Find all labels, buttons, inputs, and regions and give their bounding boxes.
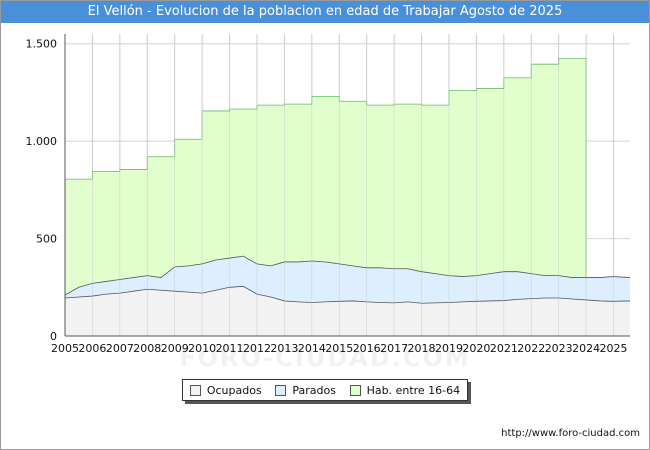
x-tick-label-2015: 2015 [325, 342, 353, 355]
legend-label-habitantes: Hab. entre 16-64 [366, 383, 461, 397]
series-area-ocupados [65, 286, 630, 336]
watermark: FORO-CIUDAD.COM [179, 344, 471, 372]
x-tick-label-2014: 2014 [298, 342, 326, 355]
legend-swatch-parados [275, 384, 287, 396]
x-tick-label-2011: 2011 [216, 342, 244, 355]
source-url: http://www.foro-ciudad.com [501, 428, 640, 439]
x-tick-label-2020: 2020 [462, 342, 490, 355]
x-tick-label-2016: 2016 [353, 342, 381, 355]
legend-label-parados: Parados [292, 383, 336, 397]
y-tick-label-2: 1.000 [26, 135, 58, 148]
axes [64, 34, 630, 337]
series-areas [64, 34, 631, 337]
x-tick-label-2005: 2005 [51, 342, 79, 355]
x-tick-label-2013: 2013 [270, 342, 298, 355]
series-line-parados [64, 255, 631, 296]
legend-swatch-ocupados [189, 384, 201, 396]
y-axis-ticks: 0 500 1.000 1.500 [26, 38, 58, 343]
x-tick-label-2010: 2010 [188, 342, 216, 355]
x-tick-label-2019: 2019 [435, 342, 463, 355]
x-tick-label-2017: 2017 [380, 342, 408, 355]
x-tick-label-2023: 2023 [545, 342, 573, 355]
x-tick-label-2008: 2008 [133, 342, 161, 355]
x-tick-label-2007: 2007 [106, 342, 134, 355]
legend-item-habitantes: Hab. entre 16-64 [349, 383, 461, 397]
x-tick-label-2012: 2012 [243, 342, 271, 355]
x-tick-label-2025: 2025 [600, 342, 628, 355]
legend-swatch-habitantes [349, 384, 361, 396]
chart-title: El Vellón - Evolucion de la poblacion en… [1, 1, 649, 23]
legend-item-parados: Parados [275, 384, 336, 397]
legend: Ocupados Parados Hab. entre 16-64 [182, 379, 468, 401]
x-tick-label-2024: 2024 [572, 342, 600, 355]
x-tick-label-2018: 2018 [408, 342, 436, 355]
x-tick-label-2021: 2021 [490, 342, 518, 355]
y-tick-label-3: 1.500 [26, 38, 58, 51]
legend-item-ocupados: Ocupados [189, 383, 262, 397]
legend-label-ocupados: Ocupados [206, 383, 262, 397]
x-tick-label-2006: 2006 [78, 342, 106, 355]
x-tick-label-2009: 2009 [161, 342, 189, 355]
y-tick-label-1: 500 [36, 233, 57, 246]
x-tick-label-2022: 2022 [517, 342, 545, 355]
series-line-ocupados [64, 285, 631, 304]
x-axis-ticks: 2005 2006 2007 2008 2009 2010 2011 2012 2013 2014… [51, 342, 628, 355]
y-tick-label-0: 0 [50, 330, 57, 343]
